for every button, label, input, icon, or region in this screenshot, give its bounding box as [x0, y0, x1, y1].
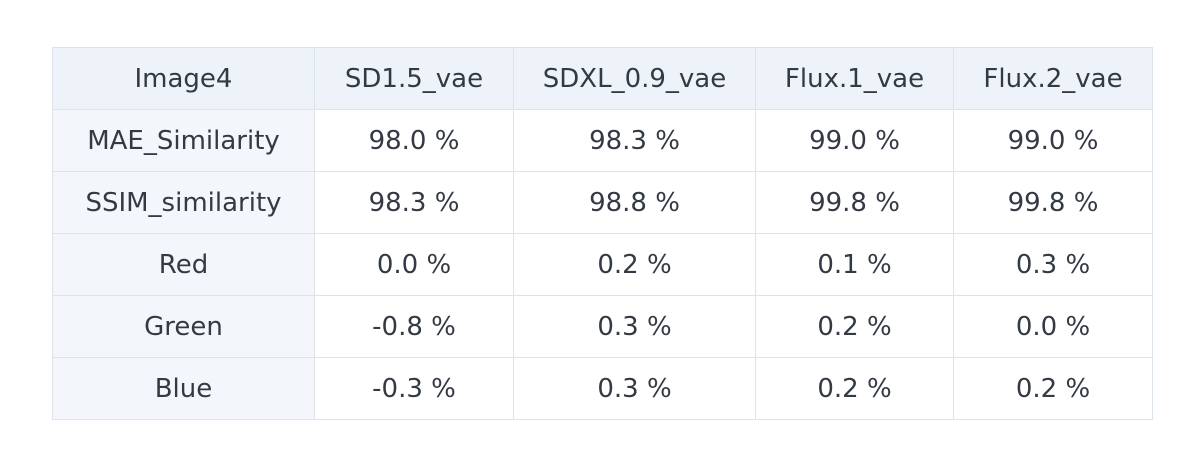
row-label: SSIM_similarity [52, 171, 315, 234]
header-cell: Flux.1_vae [755, 47, 954, 110]
header-cell: Flux.2_vae [953, 47, 1153, 110]
table-cell: -0.3 % [314, 357, 514, 420]
table-cell: 0.0 % [953, 295, 1153, 358]
row-label: Green [52, 295, 315, 358]
row-label: Red [52, 233, 315, 296]
table-cell: 98.3 % [513, 109, 756, 172]
table-cell: 98.8 % [513, 171, 756, 234]
table-cell: 0.2 % [755, 295, 954, 358]
header-cell: Image4 [52, 47, 315, 110]
table-cell: 99.0 % [755, 109, 954, 172]
table-row: SSIM_similarity 98.3 % 98.8 % 99.8 % 99.8 % [52, 171, 1153, 234]
table-cell: 0.2 % [755, 357, 954, 420]
table-row: Green -0.8 % 0.3 % 0.2 % 0.0 % [52, 295, 1153, 358]
table-cell: 98.0 % [314, 109, 514, 172]
row-label: Blue [52, 357, 315, 420]
table-cell: 98.3 % [314, 171, 514, 234]
table-row: MAE_Similarity 98.0 % 98.3 % 99.0 % 99.0 % [52, 109, 1153, 172]
table-row: Blue -0.3 % 0.3 % 0.2 % 0.2 % [52, 357, 1153, 420]
table-cell: 0.0 % [314, 233, 514, 296]
table-cell: 0.2 % [513, 233, 756, 296]
header-row: Image4 SD1.5_vae SDXL_0.9_vae Flux.1_vae Flu… [52, 47, 1153, 110]
table-cell: 0.1 % [755, 233, 954, 296]
table-cell: -0.8 % [314, 295, 514, 358]
header-cell: SDXL_0.9_vae [513, 47, 756, 110]
table-cell: 0.3 % [513, 357, 756, 420]
table-cell: 99.8 % [755, 171, 954, 234]
table-cell: 0.2 % [953, 357, 1153, 420]
header-cell: SD1.5_vae [314, 47, 514, 110]
comparison-table: Image4 SD1.5_vae SDXL_0.9_vae Flux.1_vae Flu… [52, 47, 1153, 420]
table-cell: 99.8 % [953, 171, 1153, 234]
row-label: MAE_Similarity [52, 109, 315, 172]
table-row: Red 0.0 % 0.2 % 0.1 % 0.3 % [52, 233, 1153, 296]
table-cell: 99.0 % [953, 109, 1153, 172]
table-cell: 0.3 % [513, 295, 756, 358]
table-cell: 0.3 % [953, 233, 1153, 296]
table-body: MAE_Similarity 98.0 % 98.3 % 99.0 % 99.0 % SS… [52, 109, 1153, 420]
